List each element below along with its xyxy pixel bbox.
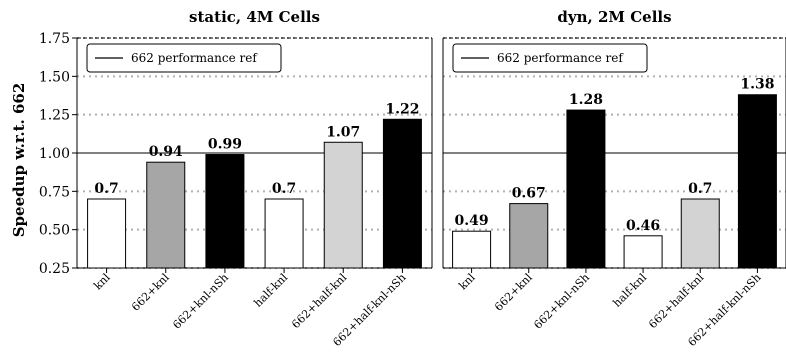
data-label: 0.67: [512, 186, 546, 202]
panel-title: dyn, 2M Cells: [557, 8, 671, 26]
data-label: 1.28: [569, 92, 603, 108]
bar-knl: [87, 198, 127, 269]
data-label: 1.22: [385, 101, 419, 117]
bar-662+knl-nSh: [566, 109, 606, 269]
bar-662+knl: [146, 161, 186, 269]
panel-title: static, 4M Cells: [189, 8, 320, 26]
x-tick-label: knl: [91, 271, 113, 293]
bar-half-knl: [264, 198, 304, 269]
bar-662+half-knl: [680, 198, 720, 269]
x-tick-label: 662+knl-nSh: [170, 271, 231, 332]
bar-662+knl-nSh: [205, 154, 245, 269]
legend-label: 662 performance ref: [497, 51, 624, 65]
data-label: 1.38: [740, 77, 774, 93]
bar-half-knl: [623, 235, 663, 269]
y-tick-label: 0.25: [39, 261, 70, 277]
x-tick-label: 662+knl: [492, 271, 535, 314]
data-label: 1.07: [326, 124, 360, 140]
x-tick-label: 662+knl: [129, 271, 172, 314]
data-label: 0.94: [149, 144, 183, 160]
bar-662+half-knl-nSh: [737, 94, 777, 269]
data-label: 0.49: [455, 213, 489, 229]
y-axis-label: Speedup w.r.t. 662: [10, 83, 28, 238]
y-tick-label: 1.75: [39, 31, 70, 47]
x-tick-label: 662+half-knl: [289, 271, 349, 331]
x-tick-label: half-knl: [610, 271, 649, 310]
bar-662+half-knl-nSh: [382, 118, 422, 269]
legend-box: [452, 43, 648, 73]
y-tick-label: 1.00: [39, 146, 70, 162]
x-tick-label: 662+knl-nSh: [531, 271, 592, 332]
bar-knl: [452, 230, 492, 269]
legend-label: 662 performance ref: [131, 51, 258, 65]
x-tick-label: knl: [456, 271, 478, 293]
data-label: 0.7: [272, 181, 296, 197]
data-label: 0.46: [626, 218, 660, 234]
y-tick-label: 1.50: [39, 69, 70, 85]
y-tick-label: 1.25: [39, 108, 70, 124]
x-tick-label: 662+half-knl: [646, 271, 706, 331]
x-tick-label: half-knl: [251, 271, 290, 310]
data-label: 0.7: [688, 181, 712, 197]
legend-box: [86, 43, 282, 73]
y-tick-label: 0.75: [39, 184, 70, 200]
data-label: 0.7: [94, 181, 118, 197]
y-tick-label: 0.50: [39, 223, 70, 239]
bar-662+knl: [509, 203, 549, 269]
data-label: 0.99: [208, 137, 242, 153]
bar-662+half-knl: [323, 141, 363, 269]
